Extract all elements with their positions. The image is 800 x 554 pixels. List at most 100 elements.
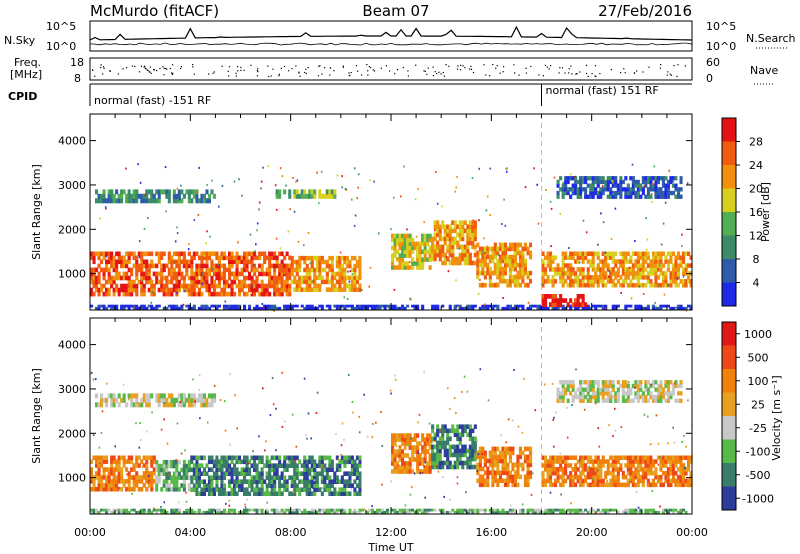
power-cell xyxy=(463,244,467,250)
power-cell xyxy=(418,261,422,266)
power-cell xyxy=(448,304,452,308)
velocity-cell xyxy=(531,510,535,514)
power-cell xyxy=(295,193,299,199)
power-speckle xyxy=(303,244,305,247)
velocity-cell xyxy=(511,462,515,468)
velocity-cell xyxy=(579,508,583,512)
power-cell xyxy=(258,306,262,310)
velocity-cell xyxy=(358,510,362,514)
velocity-cell xyxy=(298,471,302,476)
velocity-cell xyxy=(468,432,472,438)
power-cell xyxy=(398,261,402,266)
power-cell xyxy=(679,187,683,192)
velocity-cell xyxy=(167,402,171,408)
power-cell xyxy=(636,183,640,188)
velocity-cell xyxy=(255,510,259,514)
power-cell xyxy=(541,251,545,256)
velocity-cell xyxy=(408,445,412,450)
power-cell xyxy=(493,304,497,308)
power-cell xyxy=(413,245,417,251)
power-cell xyxy=(170,255,174,261)
velocity-cell xyxy=(561,394,565,400)
power-cell xyxy=(604,259,608,264)
velocity-cell xyxy=(513,478,517,484)
power-cell xyxy=(576,194,580,199)
velocity-cell xyxy=(478,450,482,456)
power-cell xyxy=(576,259,580,264)
power-cell xyxy=(308,193,312,199)
velocity-cell xyxy=(320,479,324,484)
power-cell xyxy=(456,256,460,262)
power-cell xyxy=(325,275,329,281)
velocity-cell xyxy=(353,479,357,484)
power-cell xyxy=(671,251,675,256)
power-cell xyxy=(561,194,565,199)
power-cell xyxy=(122,189,126,195)
power-cell xyxy=(641,176,645,181)
velocity-cell xyxy=(110,471,114,476)
power-cell xyxy=(258,291,262,297)
velocity-cell xyxy=(258,487,262,492)
velocity-cell xyxy=(423,457,427,462)
power-cell xyxy=(200,255,204,261)
power-cell xyxy=(110,193,114,199)
power-cell xyxy=(318,189,322,195)
freq-mark xyxy=(228,66,231,68)
power-cell xyxy=(506,258,510,264)
velocity-cell xyxy=(283,459,287,465)
velocity-cell xyxy=(581,398,585,403)
velocity-cell xyxy=(172,397,176,403)
velocity-cell xyxy=(556,508,560,512)
velocity-cell xyxy=(315,479,319,484)
power-cell xyxy=(142,198,146,204)
velocity-cell xyxy=(110,402,114,408)
velocity-cell xyxy=(594,467,598,472)
power-cell xyxy=(661,176,665,181)
power-cell xyxy=(107,304,111,308)
power-cell xyxy=(343,283,347,288)
power-cell xyxy=(468,232,472,238)
velocity-cell xyxy=(398,465,402,470)
power-cell xyxy=(140,283,144,289)
power-cell xyxy=(112,304,116,308)
power-cell xyxy=(273,263,277,269)
power-cell xyxy=(669,176,673,181)
velocity-cell xyxy=(100,397,104,403)
velocity-cell xyxy=(130,459,134,464)
power-cell xyxy=(564,263,568,268)
velocity-cell xyxy=(498,474,502,480)
power-speckle xyxy=(527,301,530,304)
velocity-cell xyxy=(659,459,663,464)
velocity-cell xyxy=(135,479,139,484)
power-cell xyxy=(210,251,214,257)
velocity-cell xyxy=(275,471,279,476)
power-cell xyxy=(611,304,615,308)
velocity-cell xyxy=(92,508,96,512)
velocity-cell xyxy=(676,482,680,488)
power-cell xyxy=(551,283,555,288)
velocity-cell xyxy=(243,471,247,476)
velocity-cell xyxy=(616,474,620,480)
power-cell xyxy=(611,183,615,188)
power-cell xyxy=(200,279,204,285)
power-cell xyxy=(110,275,114,281)
velocity-cell xyxy=(97,463,101,468)
power-cell xyxy=(541,275,545,280)
power-cell xyxy=(192,275,196,281)
power-cell xyxy=(391,265,395,270)
power-colorbar-tick-label: 16 xyxy=(749,206,763,219)
velocity-cell xyxy=(142,455,146,460)
power-cell xyxy=(661,275,665,280)
velocity-cell xyxy=(569,471,573,476)
power-cell xyxy=(268,267,272,273)
velocity-cell xyxy=(288,491,292,496)
velocity-cell xyxy=(554,459,558,464)
velocity-cell xyxy=(290,475,294,480)
velocity-cell xyxy=(456,428,460,434)
velocity-cell xyxy=(350,467,354,472)
power-cell xyxy=(127,291,131,297)
power-cell xyxy=(290,306,294,310)
power-cell xyxy=(516,306,520,310)
power-cell xyxy=(210,291,214,297)
power-cell xyxy=(393,249,397,254)
